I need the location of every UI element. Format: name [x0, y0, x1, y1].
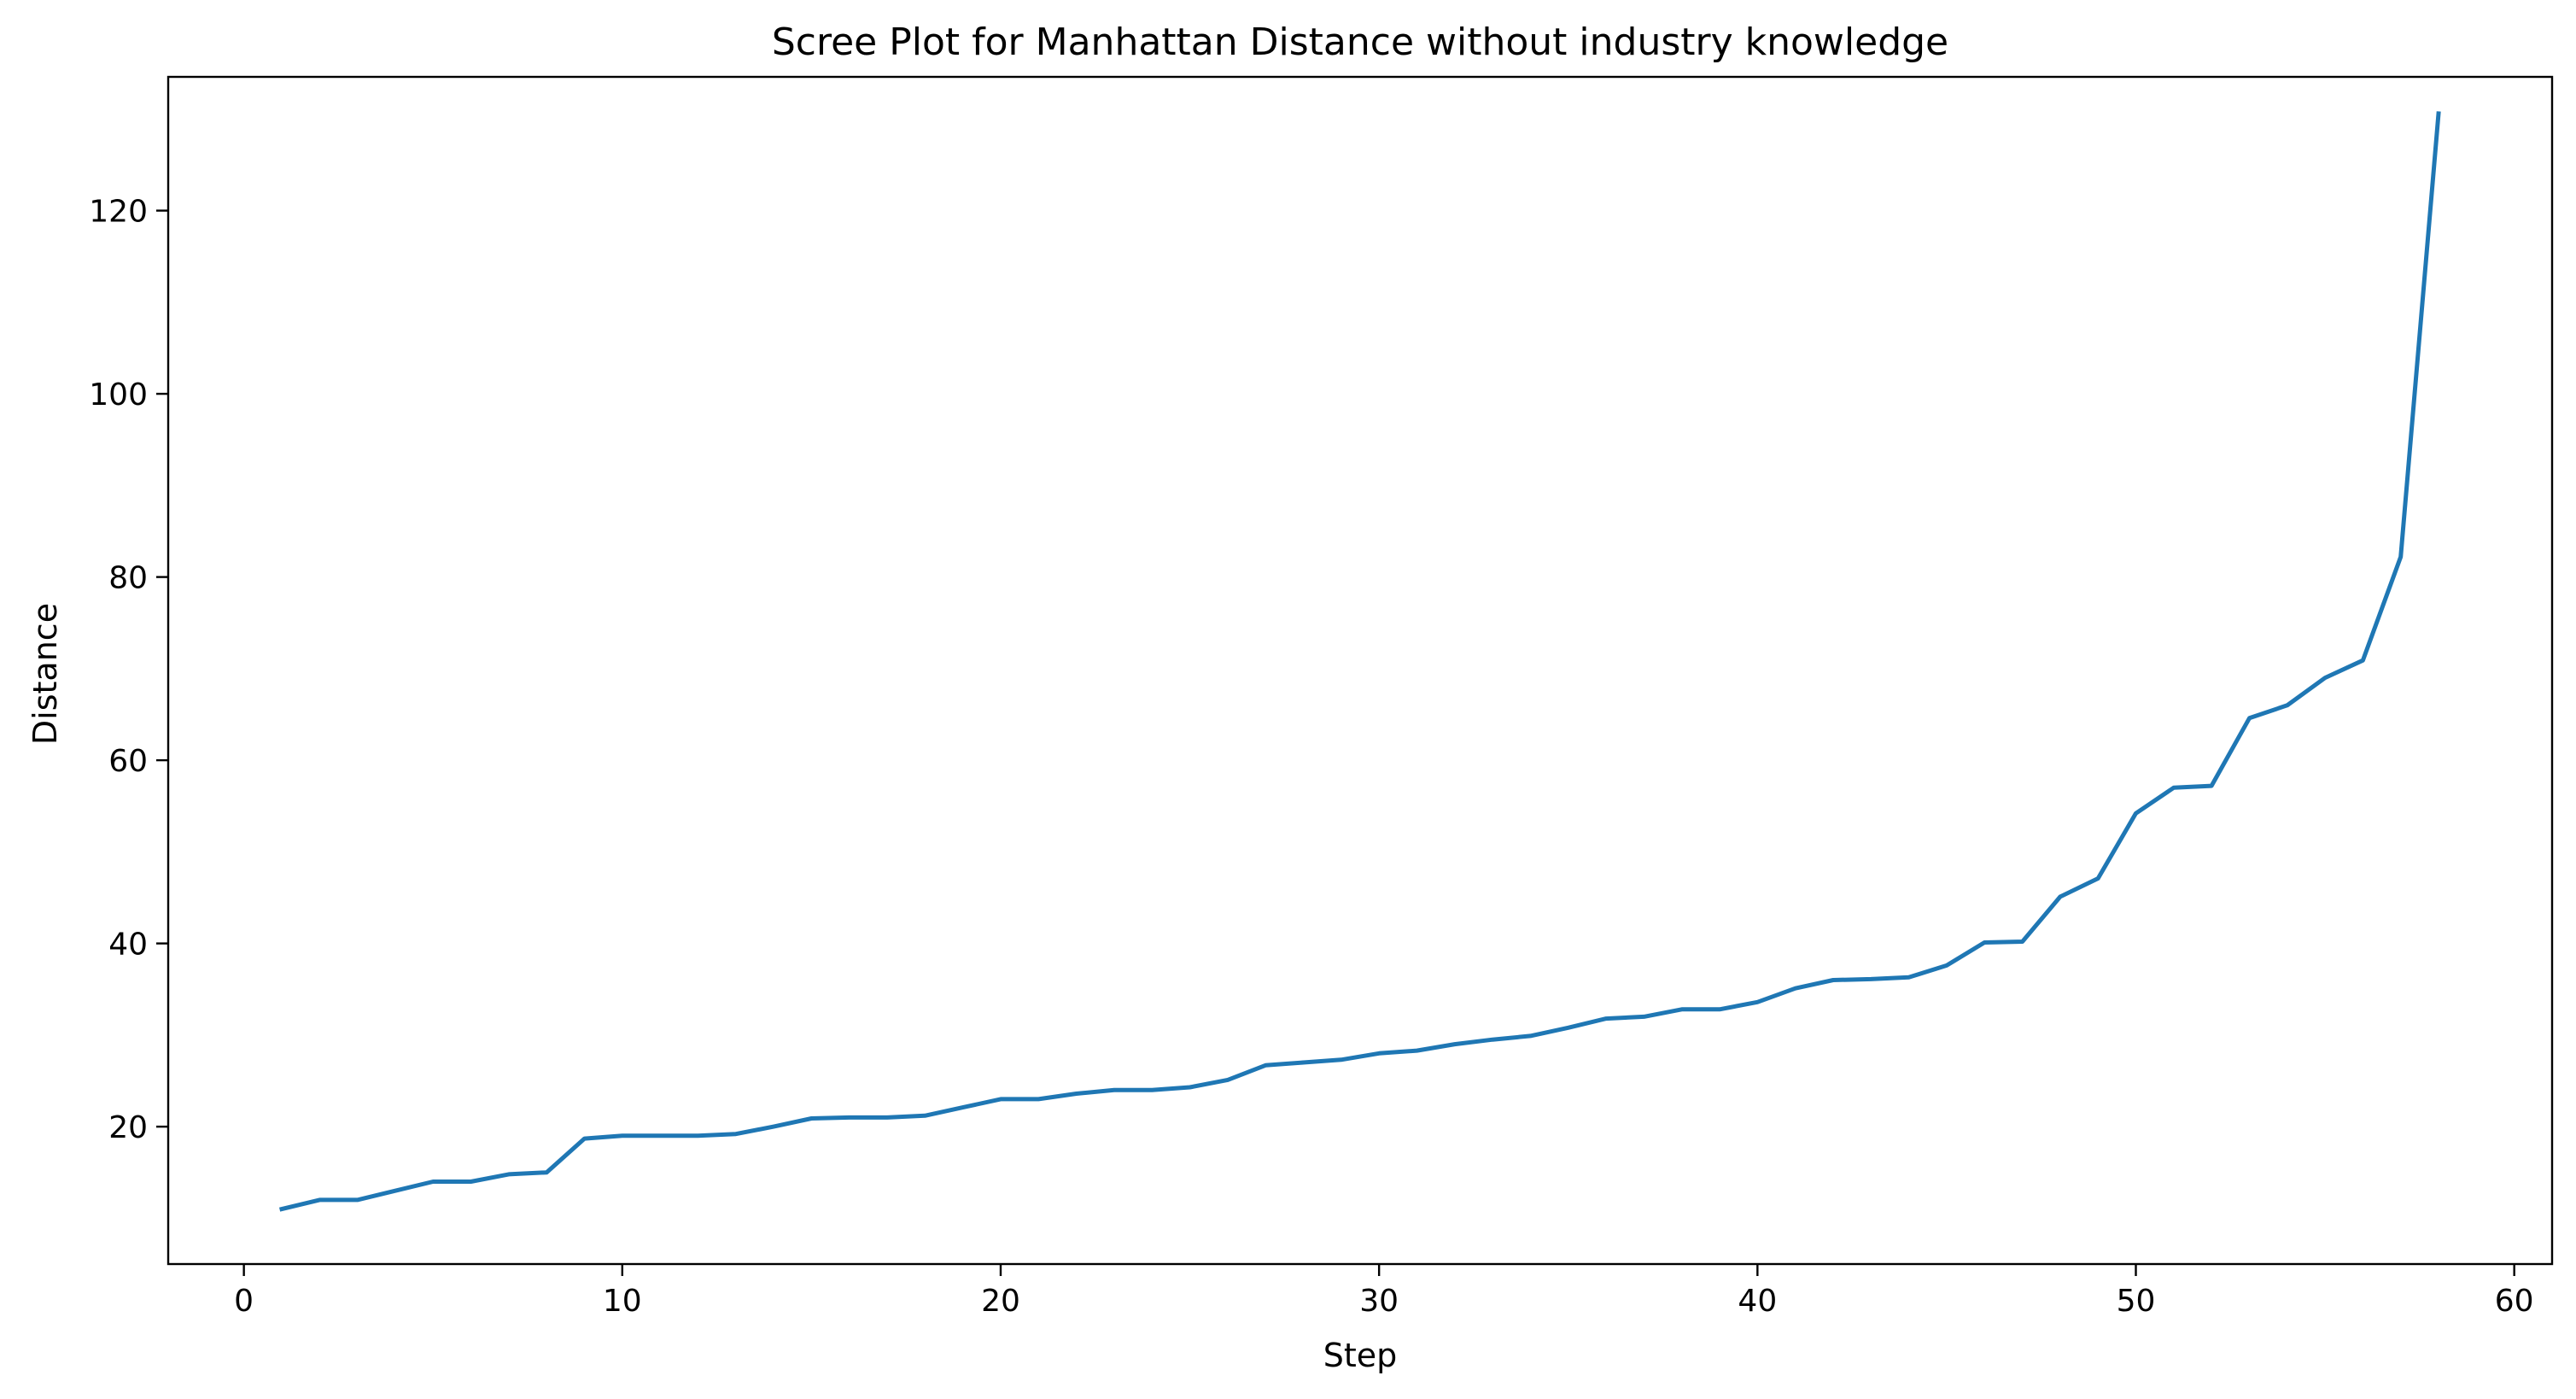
plot-frame — [166, 75, 2554, 1266]
y-axis: 20 40 60 80 100 120 — [89, 195, 168, 1145]
chart-title: Scree Plot for Manhattan Distance withou… — [772, 20, 1948, 64]
x-tick-label: 30 — [1359, 1284, 1399, 1319]
y-tick-label: 80 — [108, 561, 148, 596]
y-tick-label: 60 — [108, 744, 148, 779]
x-tick-label: 60 — [2495, 1284, 2534, 1319]
y-tick-label: 40 — [108, 928, 148, 963]
data-series-line — [278, 111, 2441, 1212]
y-axis-label: Distance — [26, 603, 64, 745]
x-tick-label: 10 — [603, 1284, 642, 1319]
y-tick-label: 120 — [89, 195, 148, 230]
x-tick-label: 50 — [2117, 1284, 2156, 1319]
plot-area — [166, 75, 2554, 1266]
y-tick-label: 100 — [89, 378, 148, 413]
x-tick-label: 40 — [1738, 1284, 1777, 1319]
x-axis: 0 10 20 30 40 50 60 — [234, 1264, 2534, 1319]
x-tick-label: 20 — [981, 1284, 1020, 1319]
x-axis-label: Step — [1323, 1337, 1398, 1374]
y-tick-label: 20 — [108, 1110, 148, 1145]
x-tick-label: 0 — [234, 1284, 254, 1319]
